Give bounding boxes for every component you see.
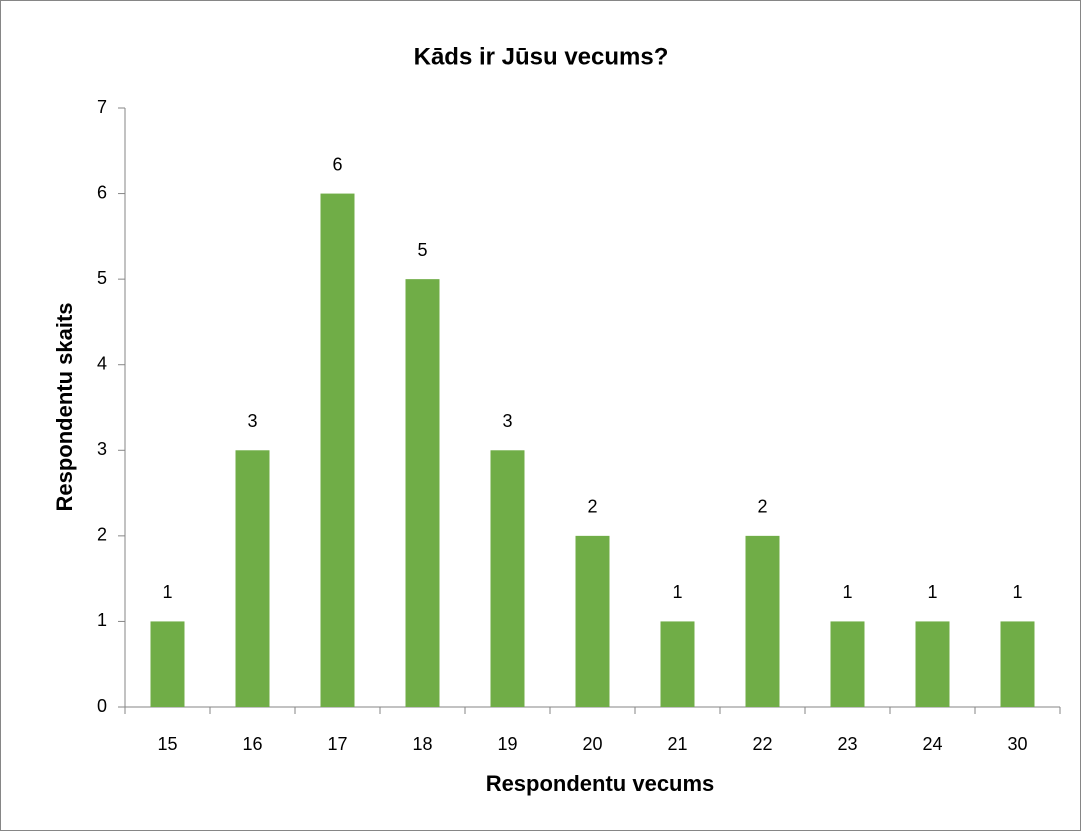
data-label: 2 <box>587 497 597 517</box>
x-tick-label: 19 <box>497 734 517 754</box>
data-label: 1 <box>1012 582 1022 602</box>
data-label: 6 <box>332 154 342 174</box>
y-tick-label: 0 <box>97 696 107 716</box>
bar <box>915 621 950 707</box>
bar <box>830 621 865 707</box>
x-tick-label: 20 <box>582 734 602 754</box>
x-axis-label: Respondentu vecums <box>486 771 715 796</box>
data-label: 1 <box>672 582 682 602</box>
bar <box>490 450 525 707</box>
data-label: 2 <box>757 497 767 517</box>
bar <box>150 621 185 707</box>
x-tick-label: 15 <box>157 734 177 754</box>
x-tick-label: 18 <box>412 734 432 754</box>
y-tick-label: 1 <box>97 610 107 630</box>
x-tick-label: 30 <box>1007 734 1027 754</box>
y-tick-label: 5 <box>97 268 107 288</box>
data-label: 3 <box>247 411 257 431</box>
x-tick-label: 23 <box>837 734 857 754</box>
x-tick-label: 21 <box>667 734 687 754</box>
bar <box>575 535 610 707</box>
y-tick-label: 4 <box>97 353 107 373</box>
bar <box>745 535 780 707</box>
x-tick-label: 17 <box>327 734 347 754</box>
chart-title: Kāds ir Jūsu vecums? <box>414 43 669 70</box>
y-tick-label: 7 <box>97 97 107 117</box>
bar <box>660 621 695 707</box>
data-label: 5 <box>417 240 427 260</box>
y-axis-label: Respondentu skaits <box>52 302 77 511</box>
bar <box>235 450 270 707</box>
y-tick-label: 6 <box>97 182 107 202</box>
data-label: 1 <box>842 582 852 602</box>
bar <box>405 279 440 707</box>
y-tick-label: 2 <box>97 525 107 545</box>
y-tick-label: 3 <box>97 439 107 459</box>
bar <box>320 193 355 708</box>
bar <box>1000 621 1035 707</box>
data-label: 3 <box>502 411 512 431</box>
x-tick-label: 24 <box>922 734 942 754</box>
data-label: 1 <box>927 582 937 602</box>
data-label: 1 <box>162 582 172 602</box>
x-tick-label: 16 <box>242 734 262 754</box>
x-tick-label: 22 <box>752 734 772 754</box>
